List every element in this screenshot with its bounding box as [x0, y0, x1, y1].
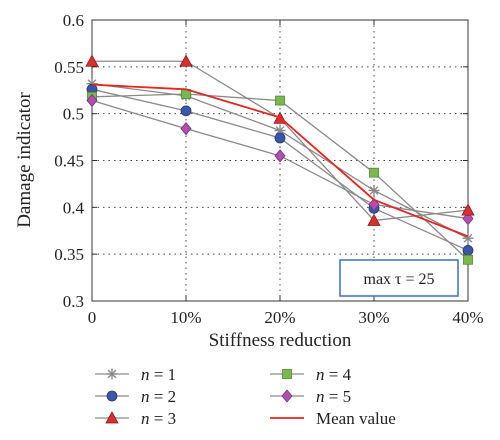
- star-stroke: [369, 186, 379, 195]
- legend-label: n = 3: [141, 409, 176, 428]
- data-point: [461, 203, 475, 216]
- star-stroke: [275, 126, 285, 135]
- legend-marker: [281, 389, 293, 403]
- legend-item: n = 3: [95, 409, 176, 428]
- legend-label: n = 5: [316, 387, 351, 406]
- series-layer: [85, 54, 475, 265]
- legend-marker: [105, 411, 119, 424]
- legend-label: n = 1: [141, 365, 176, 384]
- x-tick-label: 20%: [264, 308, 295, 327]
- y-tick-label: 0.45: [54, 152, 84, 171]
- y-axis-title: Damage indicator: [14, 92, 35, 228]
- data-point: [274, 132, 286, 144]
- y-tick-label: 0.4: [63, 198, 85, 217]
- legend-item: n = 5: [270, 387, 351, 406]
- star-stroke: [463, 233, 473, 243]
- y-tick-label: 0.55: [54, 58, 84, 77]
- series-n-2: [86, 83, 474, 256]
- legend-marker: [106, 368, 118, 380]
- data-point: [275, 95, 285, 106]
- data-point: [180, 105, 192, 117]
- data-point: [462, 211, 474, 226]
- series-n-5: [86, 93, 474, 226]
- data-point: [463, 254, 473, 265]
- legend-item: n = 2: [95, 387, 176, 406]
- legend-label: Mean value: [316, 409, 396, 428]
- y-axis-ticks: 0.3 0.35 0.4 0.45 0.5 0.55 0.6: [54, 11, 468, 311]
- y-tick-label: 0.3: [63, 292, 84, 311]
- x-axis-ticks: 0 10% 20% 30% 40%: [88, 20, 484, 327]
- data-point: [179, 54, 193, 67]
- series-line: [91, 83, 469, 238]
- x-tick-label: 10%: [170, 308, 201, 327]
- legend-label: n = 2: [141, 387, 176, 406]
- data-point: [274, 149, 286, 163]
- data-point: [85, 54, 99, 67]
- x-axis-title: Stiffness reduction: [209, 330, 352, 351]
- legend-item: Mean value: [270, 409, 396, 428]
- series-mean-value: [91, 83, 469, 238]
- legend: n = 1 n = 2 n = 3 n = 4 n = 5 Mean value: [95, 365, 396, 428]
- data-point: [86, 93, 98, 108]
- data-point: [367, 213, 381, 226]
- star-stroke: [107, 369, 117, 379]
- data-point: [180, 122, 192, 136]
- x-tick-label: 40%: [452, 308, 483, 327]
- data-point: [369, 167, 379, 178]
- y-tick-label: 0.35: [54, 245, 84, 264]
- annotation-text: max τ = 25: [364, 271, 435, 288]
- y-tick-label: 0.5: [63, 105, 84, 124]
- legend-marker: [282, 369, 292, 379]
- data-point: [274, 125, 286, 137]
- legend-label: n = 4: [316, 365, 352, 384]
- y-tick-label: 0.6: [63, 11, 84, 30]
- legend-item: n = 1: [95, 365, 176, 384]
- data-point: [368, 184, 380, 196]
- legend-item: n = 4: [270, 365, 352, 384]
- x-tick-label: 0: [88, 308, 97, 327]
- legend-marker: [106, 390, 118, 402]
- data-point: [462, 245, 474, 256]
- annotation-box: max τ = 25: [339, 259, 459, 297]
- x-tick-label: 30%: [358, 308, 389, 327]
